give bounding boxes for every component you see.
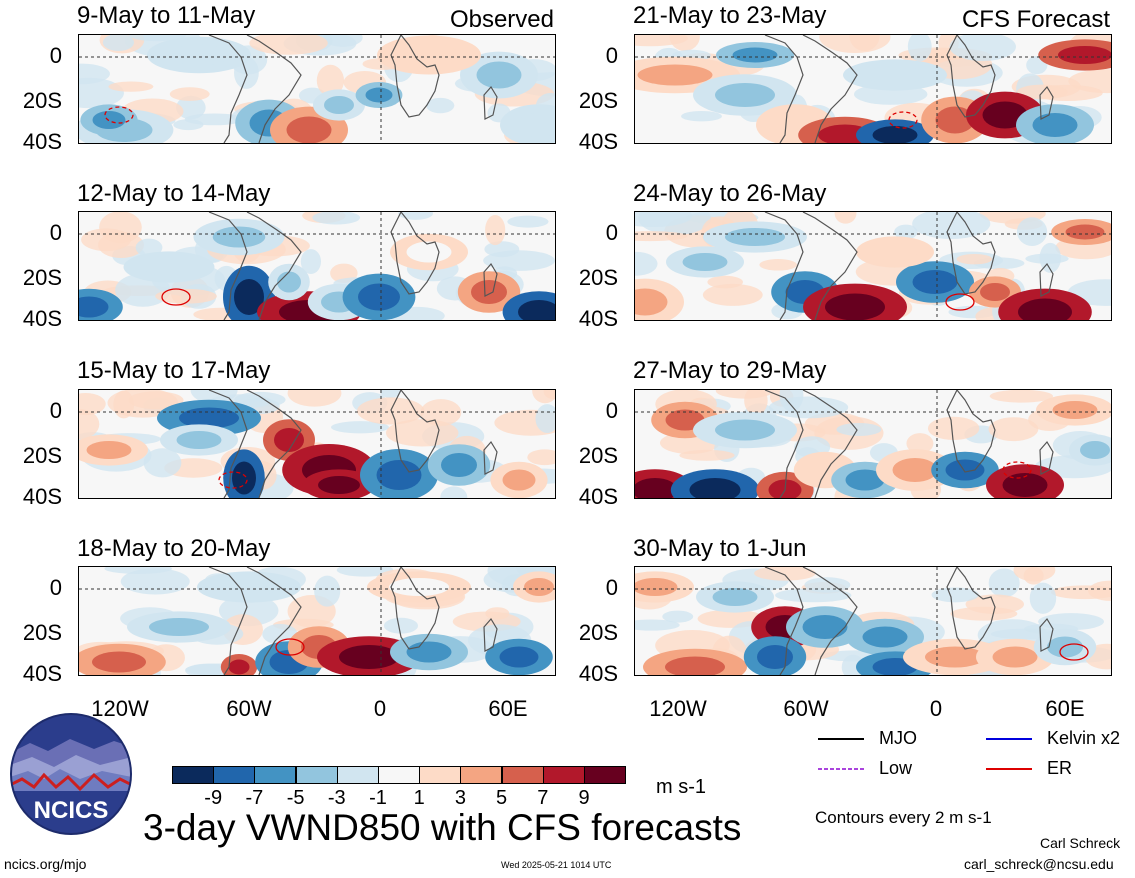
x-tick-60w-left: 60W xyxy=(226,696,272,721)
y-tick-label: 20S xyxy=(578,620,618,645)
colorbar-tick-label: 9 xyxy=(578,787,590,809)
logo-text: NCICS xyxy=(34,797,109,824)
y-tick-label: 0 xyxy=(49,575,62,600)
x-tick-60e-left: 60E xyxy=(488,696,528,721)
y-tick-label: 0 xyxy=(49,398,62,423)
legend-er: ER xyxy=(1047,758,1073,778)
y-tick-label: 40S xyxy=(22,661,62,686)
x-tick-0-right: 0 xyxy=(929,696,943,721)
panel-title-2: 12-May to 14-May xyxy=(77,180,271,207)
map-panel-3 xyxy=(78,389,556,499)
map-panel-8 xyxy=(634,566,1112,676)
map-panel-1 xyxy=(78,34,556,144)
legend-mjo: MJO xyxy=(879,728,917,748)
legend-line-kelvin xyxy=(986,738,1032,740)
y-tick-label: 20S xyxy=(22,620,62,645)
y-tick-label: 20S xyxy=(578,443,618,468)
map-panel-6 xyxy=(634,211,1112,321)
x-tick-120w-right: 120W xyxy=(649,696,707,721)
colorbar-tick-label: 5 xyxy=(496,787,508,809)
y-tick-label: 0 xyxy=(49,220,62,245)
legend-line-mjo xyxy=(818,738,864,740)
y-tick-label: 40S xyxy=(578,306,618,331)
x-tick-0-left: 0 xyxy=(373,696,387,721)
panel-title-4: 18-May to 20-May xyxy=(77,535,271,562)
y-tick-label: 0 xyxy=(605,220,618,245)
units-label: m s-1 xyxy=(656,776,706,798)
y-tick-label: 40S xyxy=(22,484,62,509)
panel-title-6: 24-May to 26-May xyxy=(633,180,827,207)
map-panel-5 xyxy=(634,34,1112,144)
y-tick-label: 20S xyxy=(22,88,62,113)
map-panel-4 xyxy=(78,566,556,676)
colorbar-swatch xyxy=(378,766,420,784)
y-tick-label: 0 xyxy=(49,43,62,68)
map-panel-2 xyxy=(78,211,556,321)
y-tick-label: 40S xyxy=(22,129,62,154)
colorbar-tick-label: 1 xyxy=(413,787,425,809)
x-tick-60w-right: 60W xyxy=(783,696,829,721)
y-tick-label: 0 xyxy=(605,398,618,423)
panel-title-3: 15-May to 17-May xyxy=(77,357,271,384)
y-tick-label: 20S xyxy=(578,88,618,113)
colorbar-swatch xyxy=(295,766,338,784)
map-panel-7 xyxy=(634,389,1112,499)
site-link[interactable]: ncics.org/mjo xyxy=(4,856,87,872)
colorbar-tick-label: -9 xyxy=(204,787,223,809)
colorbar-tick-label: 3 xyxy=(454,787,466,809)
x-tick-120w-left: 120W xyxy=(91,696,149,721)
colorbar-swatch xyxy=(419,766,462,784)
colorbar-tick-label: -3 xyxy=(327,787,346,809)
timestamp: Wed 2025-05-21 1014 UTC xyxy=(501,860,612,870)
y-tick-label: 0 xyxy=(605,575,618,600)
y-tick-label: 40S xyxy=(578,129,618,154)
colorbar-swatch xyxy=(542,766,585,784)
y-tick-label: 20S xyxy=(22,443,62,468)
y-tick-label: 0 xyxy=(605,43,618,68)
y-tick-label: 40S xyxy=(22,306,62,331)
email-link[interactable]: carl_schreck@ncsu.edu xyxy=(964,856,1114,872)
observed-label: Observed xyxy=(449,6,554,33)
panel-title-5: 21-May to 23-May xyxy=(633,2,827,29)
colorbar-swatch xyxy=(336,766,379,784)
colorbar-tick-label: 7 xyxy=(537,787,549,809)
colorbar-tick-label: -7 xyxy=(245,787,264,809)
colorbar-swatch xyxy=(254,766,297,784)
ncics-logo: NCICS xyxy=(10,713,132,835)
y-tick-label: 20S xyxy=(22,265,62,290)
author: Carl Schreck xyxy=(1040,835,1121,851)
colorbar-tick-label: -1 xyxy=(369,787,387,809)
legend-kelvin: Kelvin x2 xyxy=(1047,728,1121,748)
x-tick-60e-right: 60E xyxy=(1045,696,1085,721)
y-tick-label: 40S xyxy=(578,661,618,686)
colorbar-swatch xyxy=(501,766,544,784)
colorbar-swatch xyxy=(460,766,503,784)
legend-line-low xyxy=(818,768,864,770)
legend-line-er xyxy=(986,768,1032,770)
y-tick-label: 40S xyxy=(578,484,618,509)
contour-note: Contours every 2 m s-1 xyxy=(815,808,992,827)
colorbar-tick-label: -5 xyxy=(286,787,305,809)
panel-title-8: 30-May to 1-Jun xyxy=(633,535,807,562)
panel-title-7: 27-May to 29-May xyxy=(633,357,827,384)
colorbar-swatch xyxy=(213,766,256,784)
y-tick-label: 20S xyxy=(578,265,618,290)
figure-title: 3-day VWND850 with CFS forecasts xyxy=(143,807,742,848)
legend-low: Low xyxy=(879,758,913,778)
panel-title-1: 9-May to 11-May xyxy=(77,2,256,29)
colorbar-swatch xyxy=(172,766,214,784)
colorbar-swatch xyxy=(584,766,626,784)
forecast-label: CFS Forecast xyxy=(961,6,1110,33)
